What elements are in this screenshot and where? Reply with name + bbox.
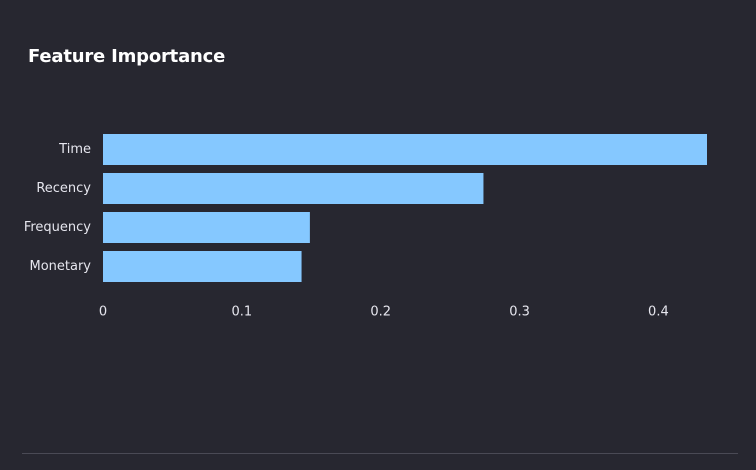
- y-tick-label-recency: Recency: [36, 181, 91, 196]
- y-axis-labels: Time Recency Frequency Monetary: [24, 142, 91, 274]
- x-tick-label: 0.1: [232, 305, 253, 320]
- bar-recency: [103, 173, 484, 204]
- bar-monetary: [103, 251, 302, 282]
- x-axis-tick-labels: 0 0.1 0.2 0.3 0.4: [99, 305, 669, 320]
- x-tick-label: 0.4: [648, 305, 669, 320]
- bar-time: [103, 134, 707, 165]
- x-tick-label: 0.2: [370, 305, 391, 320]
- bars-layer: [103, 134, 707, 282]
- y-tick-label-monetary: Monetary: [29, 259, 91, 274]
- footer-divider: [22, 453, 738, 454]
- chart-title: Feature Importance: [28, 46, 226, 67]
- bar-frequency: [103, 212, 310, 243]
- x-tick-label: 0: [99, 305, 107, 320]
- x-tick-label: 0.3: [509, 305, 530, 320]
- y-tick-label-frequency: Frequency: [24, 220, 91, 235]
- y-tick-label-time: Time: [58, 142, 91, 157]
